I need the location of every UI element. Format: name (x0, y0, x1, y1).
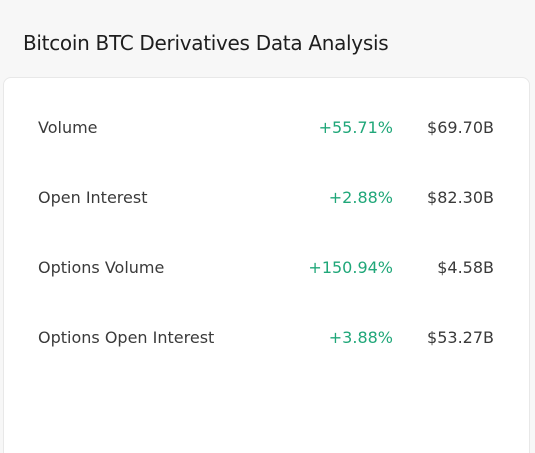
list-item-open-interest: Open Interest +2.88% $82.30B (4, 188, 529, 208)
row-value: $69.70B (427, 118, 494, 137)
row-value: $4.58B (437, 258, 494, 277)
row-value: $53.27B (427, 328, 494, 347)
row-label: Open Interest (38, 188, 148, 207)
row-value: $82.30B (427, 188, 494, 207)
page-title: Bitcoin BTC Derivatives Data Analysis (23, 31, 389, 55)
derivatives-card: Volume +55.71% $69.70B Open Interest +2.… (3, 77, 530, 453)
row-change: +55.71% (318, 118, 393, 137)
row-change: +150.94% (308, 258, 393, 277)
row-change: +3.88% (328, 328, 393, 347)
row-label: Volume (38, 118, 98, 137)
row-label: Options Volume (38, 258, 165, 277)
list-item-options-volume: Options Volume +150.94% $4.58B (4, 258, 529, 278)
list-item-options-open-interest: Options Open Interest +3.88% $53.27B (4, 328, 529, 348)
row-change: +2.88% (328, 188, 393, 207)
list-item-volume: Volume +55.71% $69.70B (4, 118, 529, 138)
row-label: Options Open Interest (38, 328, 215, 347)
